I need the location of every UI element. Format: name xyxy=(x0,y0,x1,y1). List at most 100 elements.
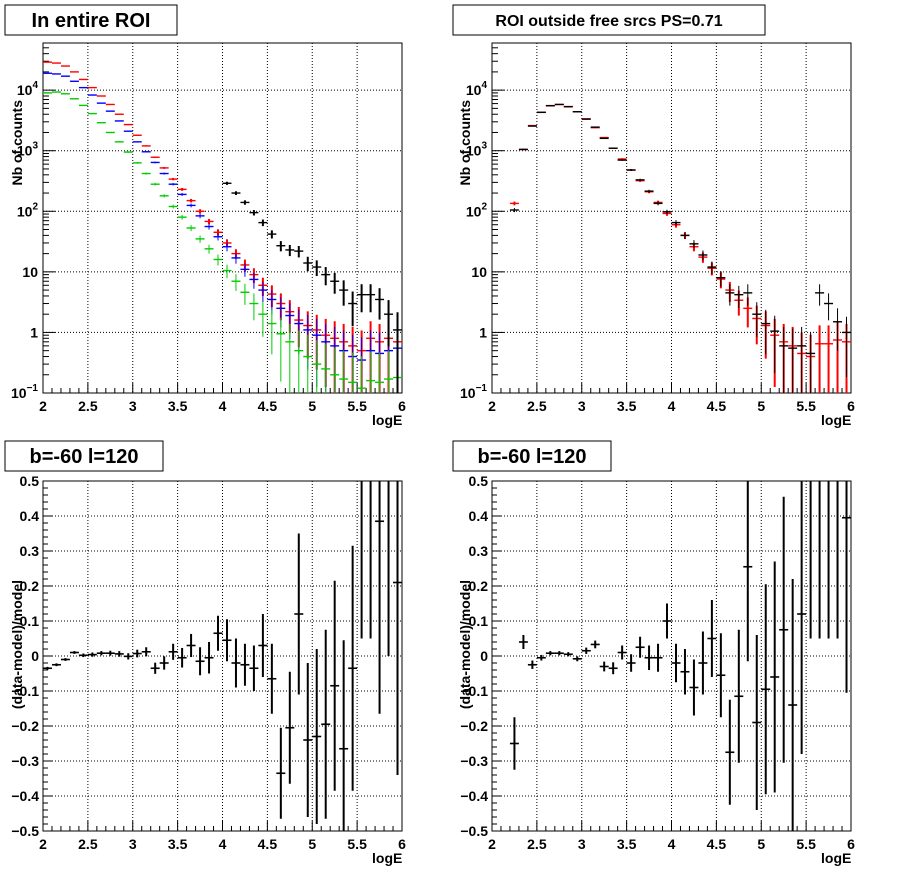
data-point xyxy=(96,651,106,656)
x-tick-label: 6 xyxy=(398,398,406,414)
data-point xyxy=(168,204,178,209)
data-point xyxy=(662,209,672,215)
x-tick-label: 5 xyxy=(308,398,316,414)
x-tick-label: 2 xyxy=(488,398,496,414)
data-point xyxy=(375,352,385,393)
data-point xyxy=(249,210,259,216)
data-point xyxy=(285,671,295,784)
data-point xyxy=(599,137,609,140)
data-point xyxy=(141,647,151,657)
data-point xyxy=(96,102,106,104)
data-point xyxy=(141,172,151,175)
data-point xyxy=(132,162,142,164)
data-point xyxy=(662,603,672,639)
data-point xyxy=(330,272,340,294)
y-tick-label: 0.3 xyxy=(469,543,489,559)
data-point xyxy=(339,640,349,831)
y-tick-label: 1 xyxy=(479,324,487,340)
data-point xyxy=(572,656,582,662)
data-point xyxy=(294,533,304,695)
title-box xyxy=(452,440,612,472)
data-point xyxy=(240,643,250,686)
x-tick-label: 4.5 xyxy=(707,398,727,414)
x-tick-label: 2.5 xyxy=(527,398,547,414)
data-point xyxy=(303,334,313,393)
data-point xyxy=(761,584,771,795)
data-point xyxy=(716,633,726,718)
series-1 xyxy=(509,103,851,393)
data-point xyxy=(240,283,250,305)
panel-2: 2 2.5 3 3.5 4 4.5 5 5.5 6 10−1 1 10 102 103 104 logE Nb … xyxy=(452,4,855,428)
data-point xyxy=(105,103,115,106)
y-tick-label: 10 xyxy=(22,264,38,280)
data-point xyxy=(105,131,115,134)
data-point xyxy=(213,254,223,266)
data-point xyxy=(132,134,142,136)
data-point xyxy=(141,151,151,153)
x-tick-label: 2.5 xyxy=(78,836,98,852)
y-tick-label: 0.4 xyxy=(469,508,489,524)
data-point xyxy=(797,481,807,754)
y-tick-label: 0.1 xyxy=(20,613,40,629)
x-tick-label: 4 xyxy=(219,836,227,852)
data-point xyxy=(150,182,160,186)
y-tick-label: −0.1 xyxy=(11,683,39,699)
data-point xyxy=(842,481,851,693)
data-point xyxy=(779,496,789,763)
y-tick-label: 10−1 xyxy=(460,383,487,401)
data-point xyxy=(114,113,124,115)
data-point xyxy=(671,220,681,226)
x-axis-label: logE xyxy=(372,412,402,428)
data-point xyxy=(590,640,600,649)
y-tick-label: 104 xyxy=(17,80,39,98)
data-point xyxy=(824,293,834,321)
data-point xyxy=(195,235,205,243)
data-point xyxy=(644,645,654,670)
data-point xyxy=(249,293,259,321)
data-point xyxy=(608,662,618,675)
y-tick-label: 1 xyxy=(30,324,38,340)
data-point xyxy=(132,141,142,143)
x-tick-label: 3 xyxy=(129,398,137,414)
series-4 xyxy=(222,181,402,393)
data-point xyxy=(770,315,780,374)
data-point xyxy=(114,141,124,143)
y-tick-label: −0.2 xyxy=(11,718,39,734)
data-point xyxy=(734,285,744,309)
x-tick-label: 2.5 xyxy=(78,398,98,414)
data-point xyxy=(375,481,385,714)
data-point xyxy=(680,649,690,695)
y-tick-label: 102 xyxy=(466,201,488,219)
x-tick-label: 5.5 xyxy=(347,836,367,852)
data-point xyxy=(168,182,178,186)
data-point xyxy=(348,545,358,791)
data-point xyxy=(366,351,376,393)
data-point xyxy=(132,649,142,658)
data-point xyxy=(294,330,304,393)
data-point xyxy=(671,643,681,683)
y-tick-label: 0 xyxy=(480,648,488,664)
data-point xyxy=(195,209,205,214)
series-1 xyxy=(509,481,851,831)
x-tick-label: 2.5 xyxy=(527,836,547,852)
data-point xyxy=(240,263,250,277)
x-tick-label: 4 xyxy=(668,836,676,852)
data-point xyxy=(105,650,115,656)
plot-title: ROI outside free srcs PS=0.71 xyxy=(495,13,722,30)
y-tick-label: 0.4 xyxy=(20,508,40,524)
x-tick-label: 3 xyxy=(129,836,137,852)
data-point xyxy=(150,156,160,159)
data-point xyxy=(249,645,259,691)
data-point xyxy=(186,203,196,208)
x-tick-label: 3.5 xyxy=(168,836,188,852)
y-tick-label: −0.5 xyxy=(460,823,488,839)
data-point xyxy=(617,645,627,660)
x-tick-label: 3.5 xyxy=(168,398,188,414)
data-point xyxy=(303,663,313,817)
data-point xyxy=(267,643,277,714)
data-point xyxy=(626,654,636,672)
x-tick-label: 2 xyxy=(488,836,496,852)
data-point xyxy=(339,350,349,393)
data-point xyxy=(168,177,178,181)
